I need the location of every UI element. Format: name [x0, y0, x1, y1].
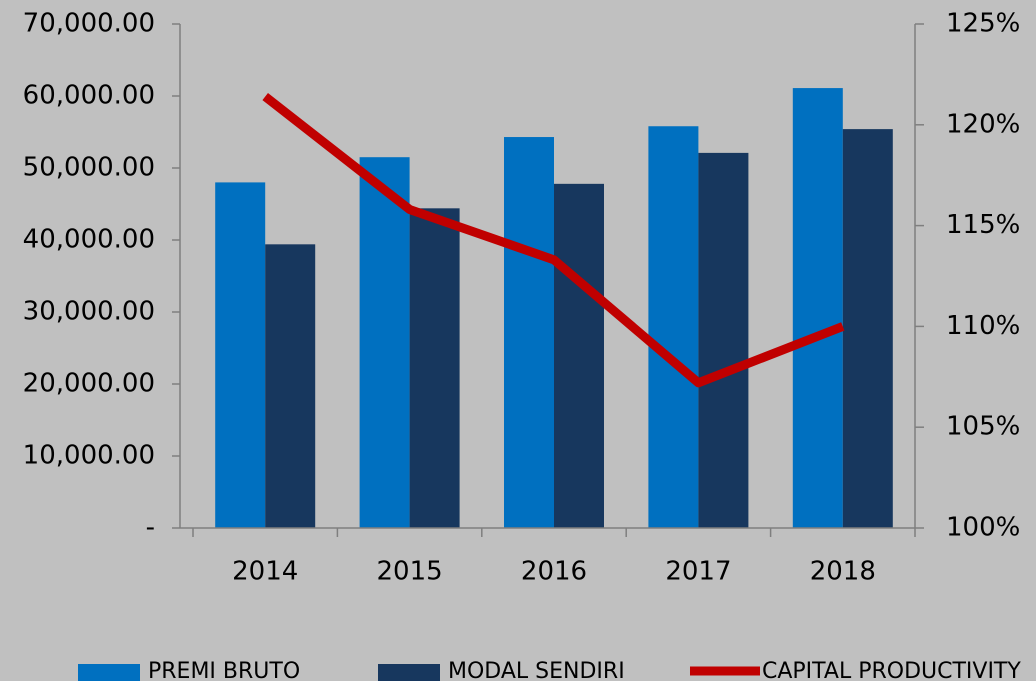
bar	[359, 157, 410, 528]
bar	[792, 88, 843, 528]
y-tick-label: 10,000.00	[23, 441, 155, 471]
y-tick-label: 30,000.00	[23, 297, 155, 327]
legend-label: PREMI BRUTO	[148, 659, 300, 681]
bar	[504, 137, 554, 529]
y2-tick-label: 115%	[946, 210, 1020, 240]
y2-tick-label: 120%	[946, 109, 1020, 139]
y-tick-label: 60,000.00	[23, 81, 155, 111]
y-tick-label: 20,000.00	[23, 369, 155, 399]
y2-tick-label: 125%	[946, 9, 1020, 39]
legend-label: MODAL SENDIRI	[448, 659, 625, 681]
legend-label: CAPITAL PRODUCTIVITY	[762, 659, 1021, 681]
y-tick-label: 40,000.00	[23, 225, 155, 255]
legend-swatch	[378, 664, 440, 681]
y-tick-label: 50,000.00	[23, 153, 155, 183]
y-tick-label: -	[146, 513, 155, 543]
x-tick-label: 2015	[377, 557, 443, 587]
y-tick-label: 70,000.00	[23, 9, 155, 39]
bar	[698, 152, 749, 528]
x-tick-label: 2018	[810, 557, 876, 587]
x-tick-label: 2014	[232, 557, 298, 587]
line-series	[262, 93, 845, 388]
bar	[265, 244, 316, 528]
bar	[554, 183, 604, 528]
x-tick-label: 2016	[521, 557, 587, 587]
x-tick-label: 2017	[665, 557, 731, 587]
y2-tick-label: 105%	[946, 412, 1020, 442]
bar	[215, 182, 266, 528]
bar	[648, 126, 699, 529]
legend-swatch	[78, 664, 140, 681]
y2-tick-label: 110%	[946, 311, 1020, 341]
y2-tick-label: 100%	[946, 513, 1020, 543]
bar	[842, 129, 893, 528]
bar	[409, 208, 460, 528]
